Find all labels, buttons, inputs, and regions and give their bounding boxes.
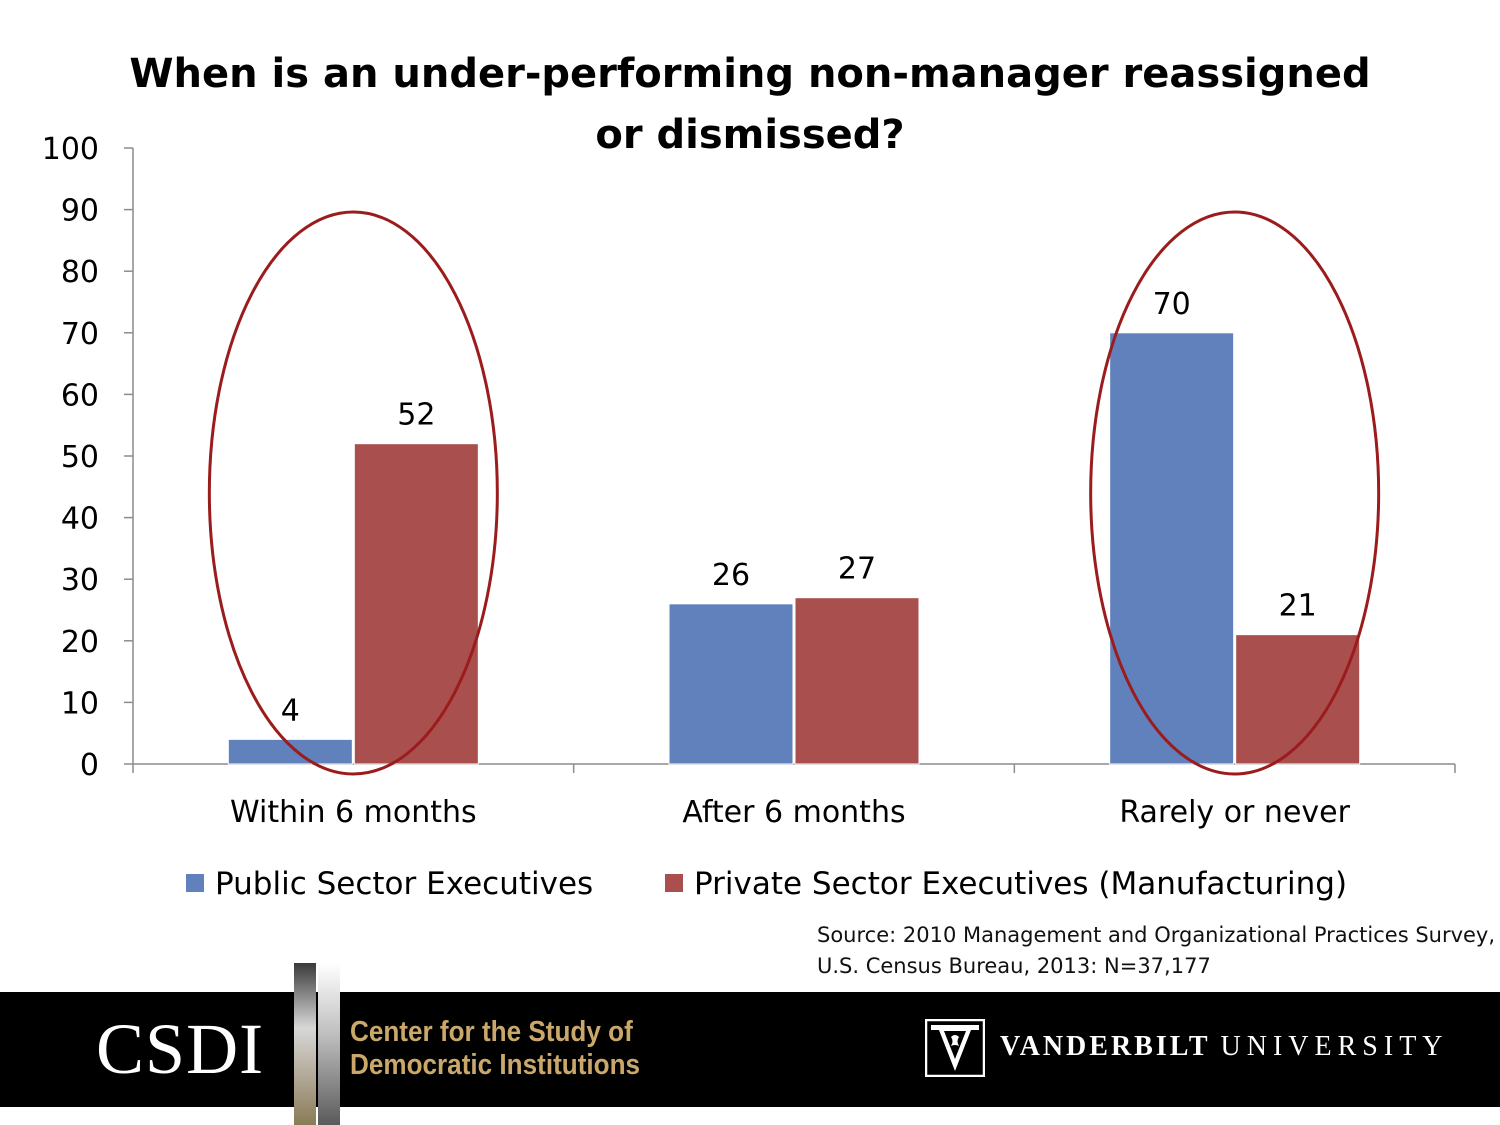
y-tick-label: 40: [61, 502, 99, 537]
data-label: 52: [397, 398, 435, 433]
footer-bar: [0, 992, 1500, 1107]
vanderbilt-shield-icon: [925, 1019, 985, 1077]
y-tick-label: 30: [61, 563, 99, 598]
highlight-ellipse: [207, 210, 499, 776]
source-line-2: U.S. Census Bureau, 2013: N=37,177: [817, 954, 1211, 978]
y-tick-label: 100: [42, 132, 99, 167]
source-line-1: Source: 2010 Management and Organization…: [817, 923, 1496, 947]
highlight-ellipse: [1089, 210, 1381, 776]
bar-public: [668, 603, 794, 765]
bar-private: [1235, 634, 1361, 765]
vanderbilt-wordmark: VANDERBILT UNIVERSITY: [1000, 1031, 1449, 1063]
y-tick-label: 90: [61, 194, 99, 229]
data-label: 21: [1279, 589, 1317, 624]
y-tick-label: 60: [61, 378, 99, 413]
y-tick-label: 20: [61, 625, 99, 660]
csdi-name-line-1: Center for the Study of: [350, 1016, 633, 1048]
csdi-pillar-icon: [294, 963, 342, 1125]
y-tick-label: 0: [80, 748, 99, 783]
legend-label: Public Sector Executives: [215, 866, 593, 902]
csdi-name-line-2: Democratic Institutions: [350, 1049, 641, 1081]
y-tick-label: 80: [61, 255, 99, 290]
legend-swatch: [186, 874, 204, 892]
legend-label: Private Sector Executives (Manufacturing…: [694, 866, 1347, 902]
chart-title-line-1: When is an under-performing non-manager …: [129, 51, 1370, 97]
bar-public: [227, 738, 353, 765]
source-note: Source: 2010 Management and Organization…: [817, 920, 1495, 982]
university-word: UNIVERSITY: [1220, 1031, 1449, 1062]
x-category-label: Within 6 months: [230, 795, 477, 830]
csdi-full-name: Center for the Study of Democratic Insti…: [350, 1016, 640, 1082]
y-tick-label: 70: [61, 317, 99, 352]
y-tick-label: 50: [61, 440, 99, 475]
csdi-logo-text: CSDI: [96, 1009, 265, 1089]
bar-public: [1109, 332, 1235, 765]
data-label: 4: [281, 693, 300, 728]
x-category-label: Rarely or never: [1119, 795, 1350, 830]
vanderbilt-word: VANDERBILT: [1000, 1031, 1211, 1062]
bar-chart: When is an under-performing non-manager …: [42, 51, 1456, 902]
bar-private: [353, 443, 479, 765]
y-tick-label: 10: [61, 686, 99, 721]
chart-title-line-2: or dismissed?: [595, 112, 904, 158]
x-category-label: After 6 months: [682, 795, 905, 830]
data-label: 70: [1153, 287, 1191, 322]
legend-swatch: [665, 874, 683, 892]
bar-private: [794, 597, 920, 765]
data-label: 26: [712, 558, 750, 593]
data-label: 27: [838, 552, 876, 587]
